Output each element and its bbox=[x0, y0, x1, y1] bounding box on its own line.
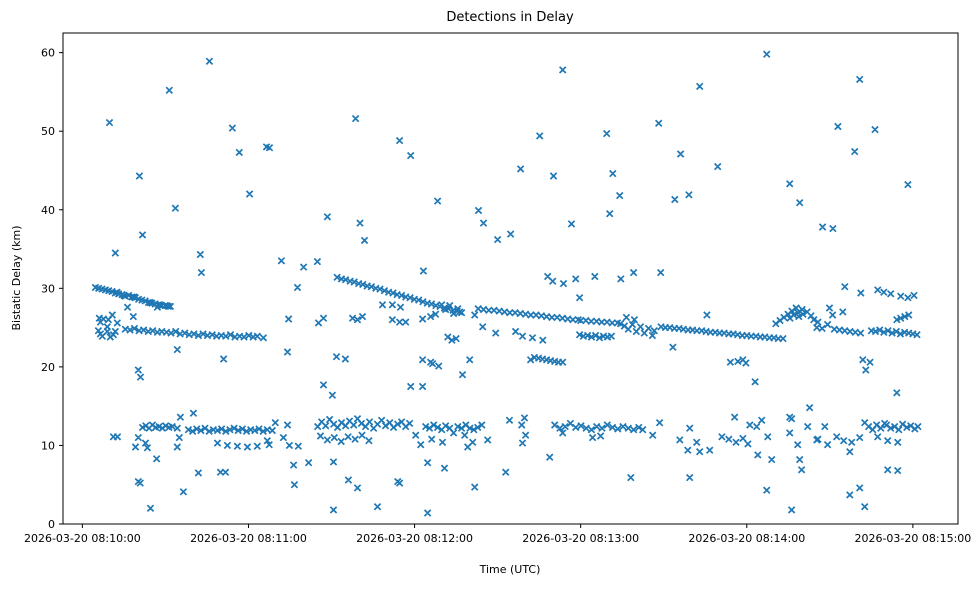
x-tick-label: 2026-03-20 08:15:00 bbox=[854, 532, 971, 545]
y-axis-label: Bistatic Delay (km) bbox=[10, 225, 23, 330]
y-tick-label: 10 bbox=[41, 439, 55, 452]
x-axis-label: Time (UTC) bbox=[479, 563, 541, 576]
x-tick-label: 2026-03-20 08:13:00 bbox=[522, 532, 639, 545]
y-tick-label: 50 bbox=[41, 125, 55, 138]
plot-frame bbox=[62, 32, 959, 525]
scatter-markers bbox=[91, 50, 922, 517]
y-tick-label: 30 bbox=[41, 282, 55, 295]
y-tick-label: 0 bbox=[48, 518, 55, 531]
y-tick-label: 20 bbox=[41, 361, 55, 374]
axis-ticks: 2026-03-20 08:10:00 2026-03-20 08:11:00 20… bbox=[24, 47, 971, 545]
x-tick-label: 2026-03-20 08:10:00 bbox=[24, 532, 141, 545]
y-tick-label: 40 bbox=[41, 204, 55, 217]
chart-title: Detections in Delay bbox=[446, 10, 574, 25]
x-tick-label: 2026-03-20 08:14:00 bbox=[688, 532, 805, 545]
x-tick-label: 2026-03-20 08:12:00 bbox=[356, 532, 473, 545]
y-tick-label: 60 bbox=[41, 47, 55, 60]
x-tick-label: 2026-03-20 08:11:00 bbox=[190, 532, 307, 545]
